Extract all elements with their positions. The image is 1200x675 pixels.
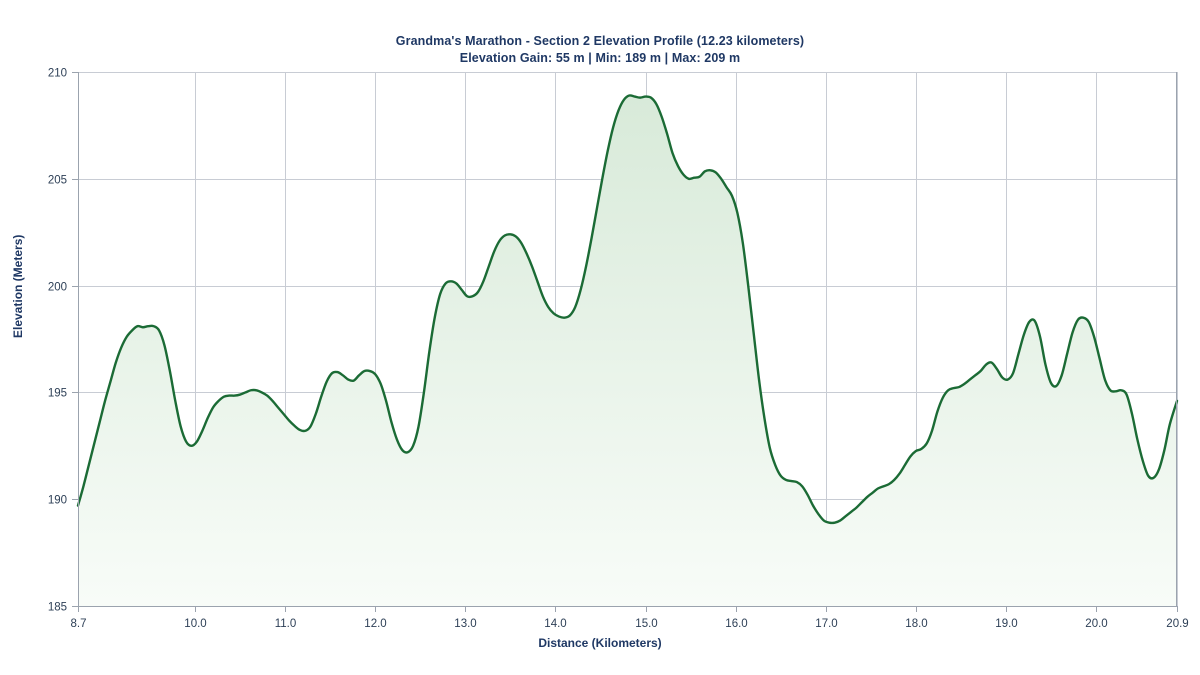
tick-labels: 185 190 195 200 205 210 8.7 10.0 11.0 12.0 13.0 14.… [48,68,1189,631]
x-tick-label: 17.0 [815,618,837,630]
y-tick-label: 200 [48,282,67,294]
x-tick-label: 19.0 [995,618,1017,630]
chart-title: Grandma's Marathon - Section 2 Elevation… [395,34,805,48]
y-tick-label: 210 [48,68,67,80]
x-tick-label: 12.0 [364,618,386,630]
elevation-line-path [76,94,1179,525]
chart-title-block: Grandma's Marathon - Section 2 Elevation… [0,33,1200,67]
elevation-line [76,94,1179,525]
y-tick-label: 185 [48,602,67,614]
x-tick-label: 20.9 [1166,618,1188,630]
y-tick-label: 195 [48,388,67,400]
elevation-area-fill [78,95,1177,607]
elevation-area [78,95,1177,607]
x-tick-label: 8.7 [71,618,87,630]
axis-lines [72,71,1179,612]
chart-subtitle: Elevation Gain: 55 m | Min: 189 m | Max:… [459,50,741,65]
x-tick-label: 15.0 [635,618,657,630]
y-tick-label: 205 [48,175,67,187]
x-axis-title: Distance (Kilometers) [538,636,662,650]
x-tick-label: 14.0 [544,618,566,630]
x-tick-label: 20.0 [1085,618,1107,630]
x-tick-label: 13.0 [454,618,476,630]
y-tick-label: 190 [48,495,67,507]
x-tick-label: 18.0 [905,618,927,630]
x-tick-label: 16.0 [725,618,747,630]
x-tick-label: 10.0 [184,618,206,630]
x-tick-label: 11.0 [275,618,297,630]
